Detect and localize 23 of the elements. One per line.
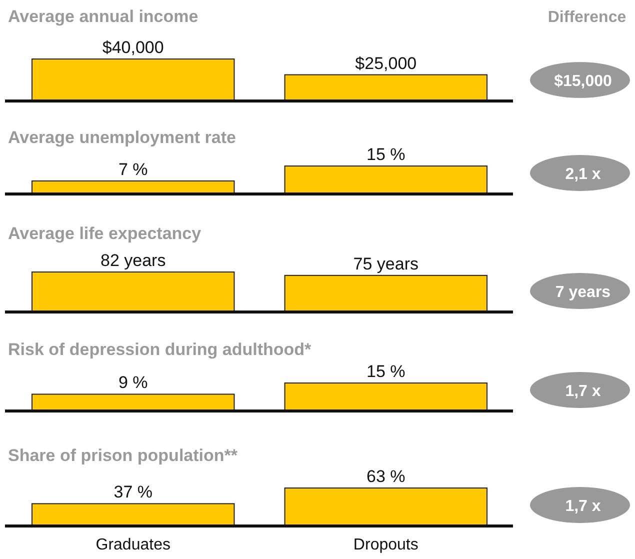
chart-title: Average annual income [8, 7, 198, 26]
data-label: 15 % [366, 362, 406, 381]
chart-title: Average unemployment rate [8, 128, 236, 147]
data-label: 9 % [118, 373, 148, 392]
data-label: 15 % [366, 145, 406, 164]
data-label: $25,000 [355, 54, 417, 73]
text: $15,000 [554, 73, 612, 90]
text: 1,7 x [565, 383, 601, 400]
data-label: 63 % [366, 467, 406, 486]
chart-title: Average life expectancy [8, 224, 202, 243]
text: 7 years [555, 284, 611, 301]
x-tick-label: Dropouts [353, 536, 418, 554]
x-tick-label: Graduates [96, 536, 170, 554]
data-label: 37 % [114, 482, 152, 502]
data-label: 7 % [118, 160, 148, 179]
data-label: 82 years [100, 251, 166, 270]
text: 2,1 x [565, 166, 601, 183]
data-label: $40,000 [102, 38, 164, 57]
text: Difference [548, 9, 626, 26]
chart-title: Share of prison population** [8, 446, 238, 465]
data-label: 75 years [353, 254, 418, 274]
chart-title: Risk of depression during adulthood* [8, 340, 312, 359]
text: 1,7 x [565, 498, 601, 515]
